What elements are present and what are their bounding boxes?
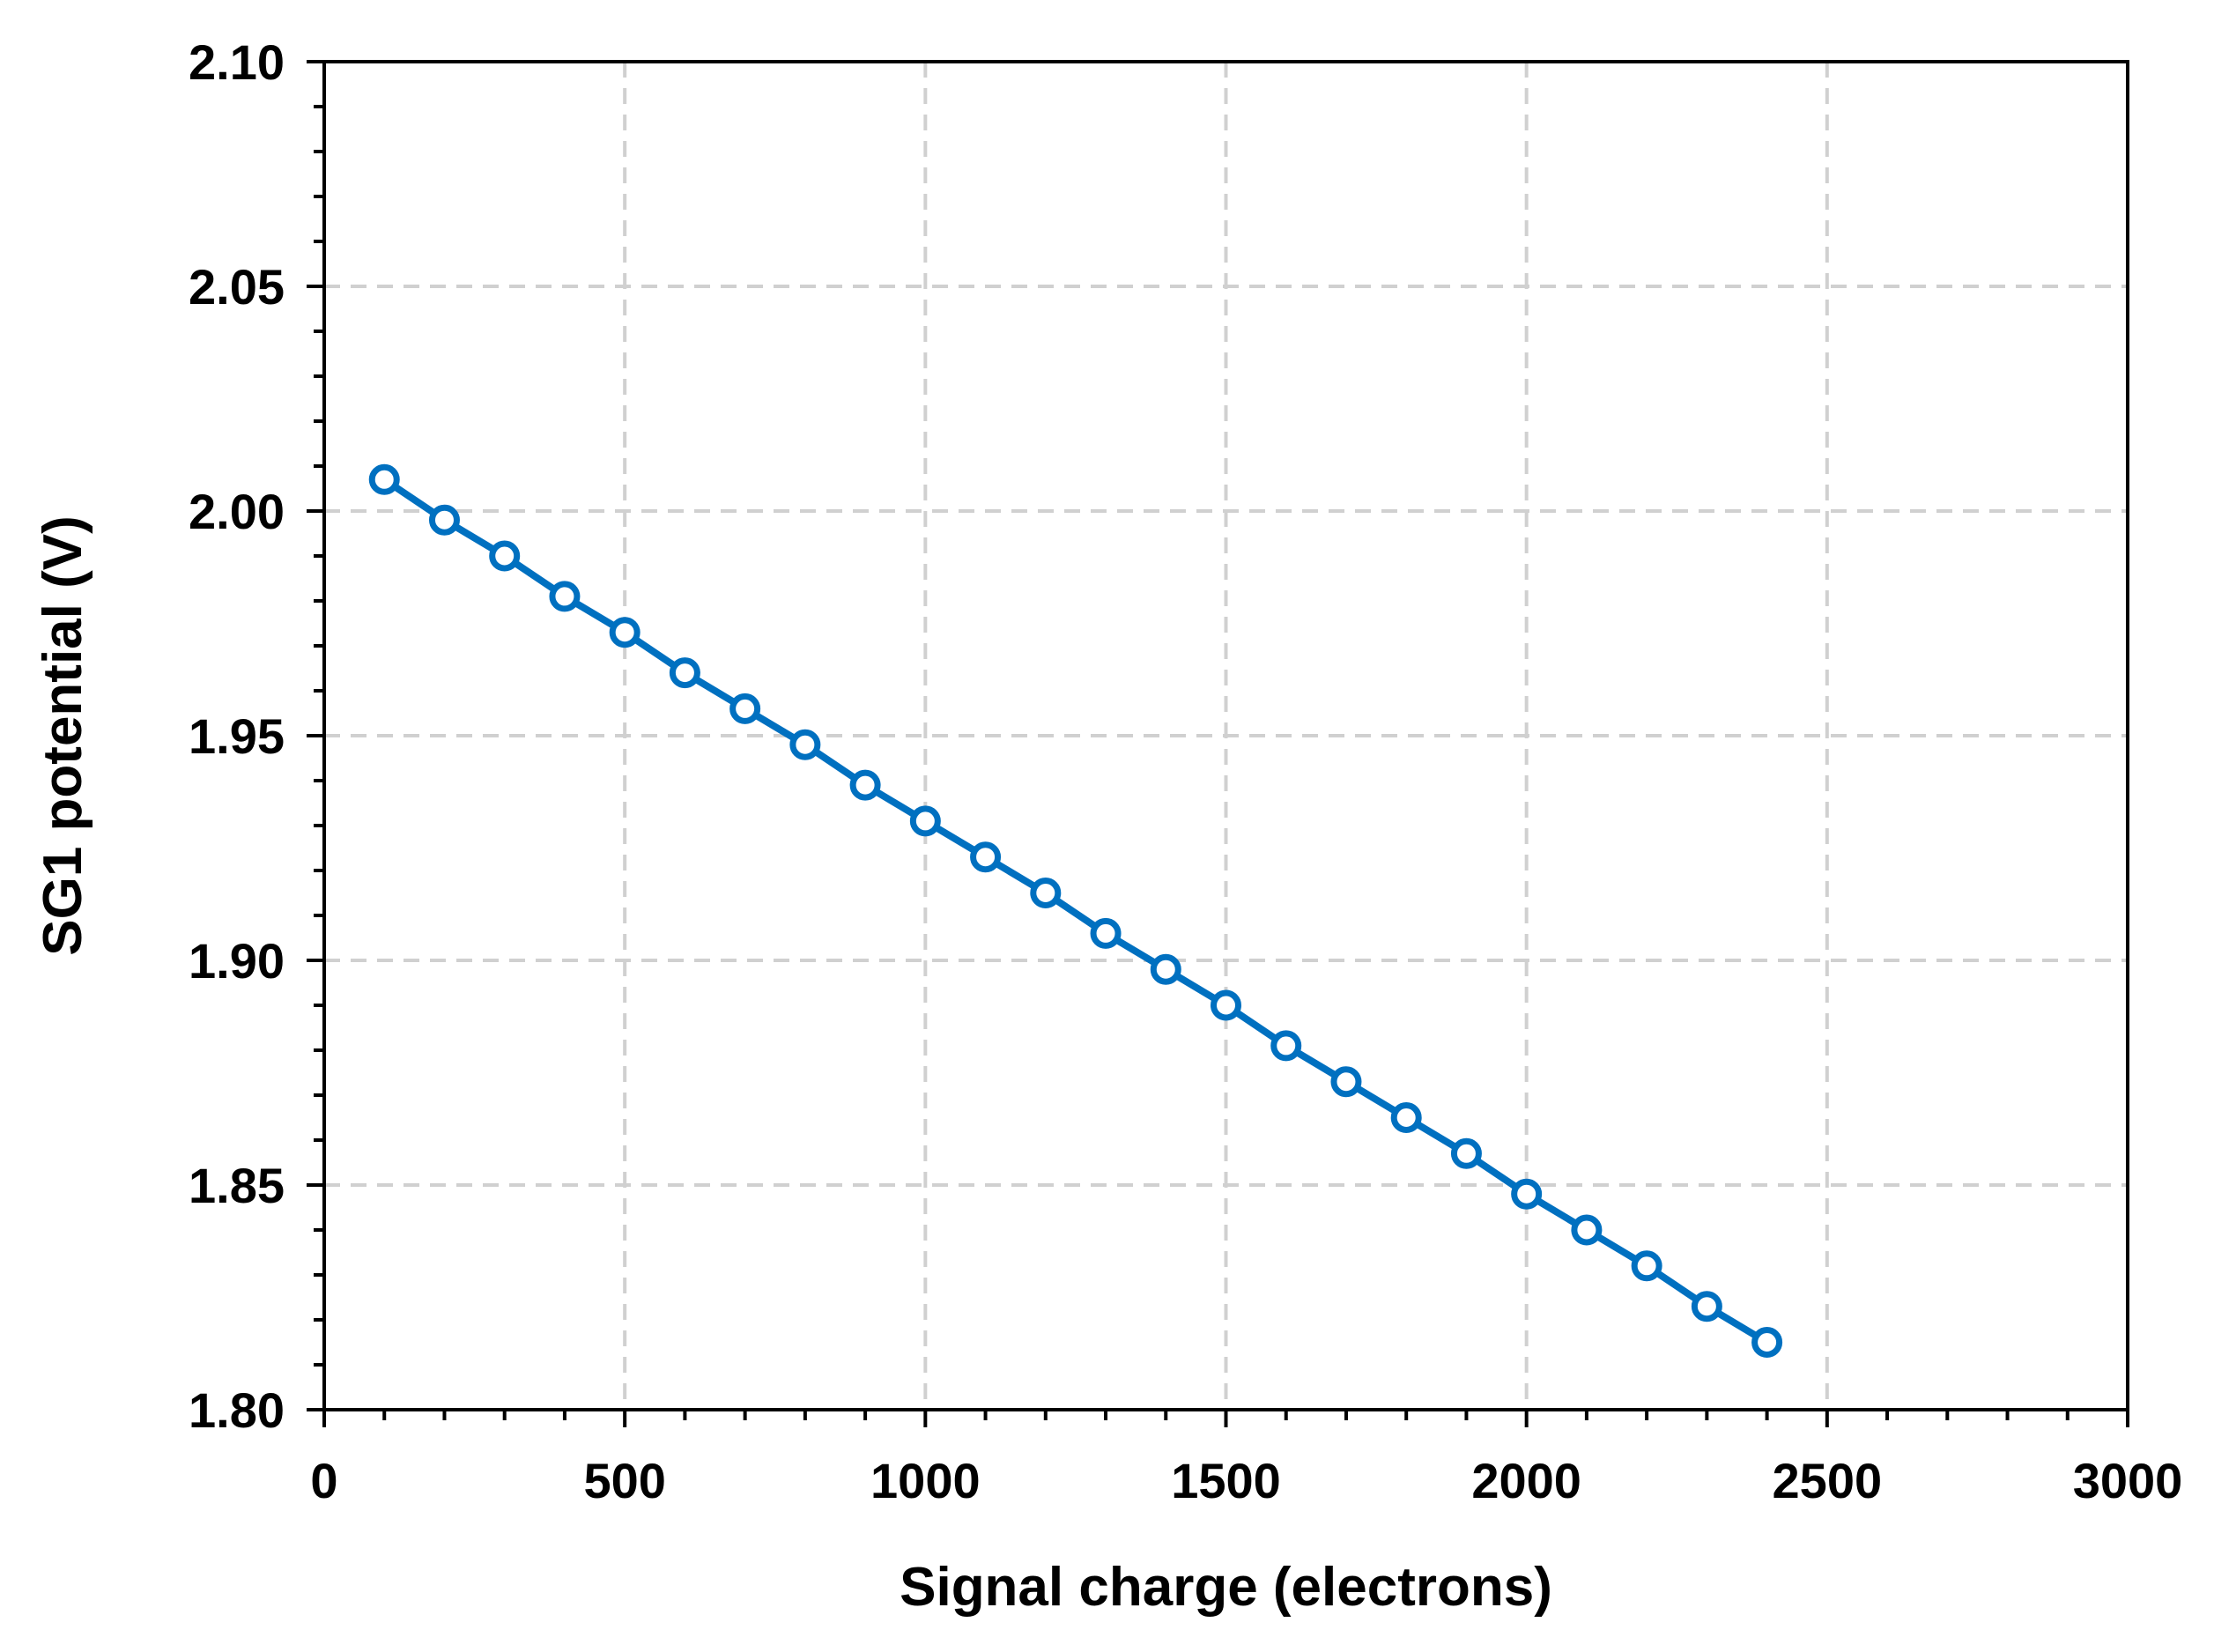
y-axis-ticks: 1.80 1.85 1.90 1.95 2.00 2.05 2.10	[189, 34, 324, 1438]
data-point	[1631, 1250, 1662, 1282]
data-point	[1691, 1291, 1722, 1322]
data-point	[428, 504, 460, 536]
y-tick-label: 2.10	[189, 34, 285, 90]
x-axis-title: Signal charge (electrons)	[900, 1557, 1552, 1618]
y-tick-label: 2.05	[189, 259, 285, 315]
data-point	[489, 540, 521, 572]
data-point	[1390, 1102, 1422, 1133]
data-point	[669, 657, 700, 689]
series-group	[368, 463, 1783, 1358]
y-tick-label: 1.95	[189, 708, 285, 764]
x-tick-label: 0	[310, 1453, 337, 1508]
y-tick-label: 1.80	[189, 1382, 285, 1438]
y-tick-label: 1.85	[189, 1158, 285, 1213]
data-point	[1150, 953, 1181, 985]
data-point	[849, 769, 881, 801]
data-point	[1751, 1327, 1783, 1358]
x-tick-label: 500	[583, 1453, 665, 1508]
x-tick-label: 2000	[1471, 1453, 1581, 1508]
data-point	[1211, 989, 1241, 1021]
series-line	[381, 476, 1771, 1346]
data-point	[970, 841, 1002, 873]
y-axis-title: SG1 potential (V)	[33, 515, 93, 955]
y-tick-label: 1.90	[189, 933, 285, 989]
x-tick-label: 2500	[1773, 1453, 1883, 1508]
y-tick-label: 2.00	[189, 484, 285, 539]
data-point	[1450, 1137, 1482, 1169]
data-point	[729, 693, 761, 724]
minor-ticks	[314, 105, 2070, 1420]
data-point	[909, 805, 941, 837]
data-point	[1330, 1066, 1362, 1098]
data-point	[1571, 1214, 1603, 1246]
data-point	[1090, 917, 1122, 949]
x-tick-label: 3000	[2073, 1453, 2183, 1508]
data-point	[789, 729, 821, 760]
data-point	[1270, 1030, 1302, 1062]
data-point	[368, 463, 400, 495]
x-axis-ticks: 0 500 1000 1500 2000 2500 3000	[310, 1410, 2182, 1508]
x-tick-label: 1000	[870, 1453, 981, 1508]
grid	[324, 62, 2128, 1410]
data-point	[609, 617, 641, 648]
data-point	[549, 581, 581, 612]
data-point	[1030, 878, 1062, 908]
data-point	[1511, 1178, 1543, 1210]
x-tick-label: 1500	[1171, 1453, 1281, 1508]
